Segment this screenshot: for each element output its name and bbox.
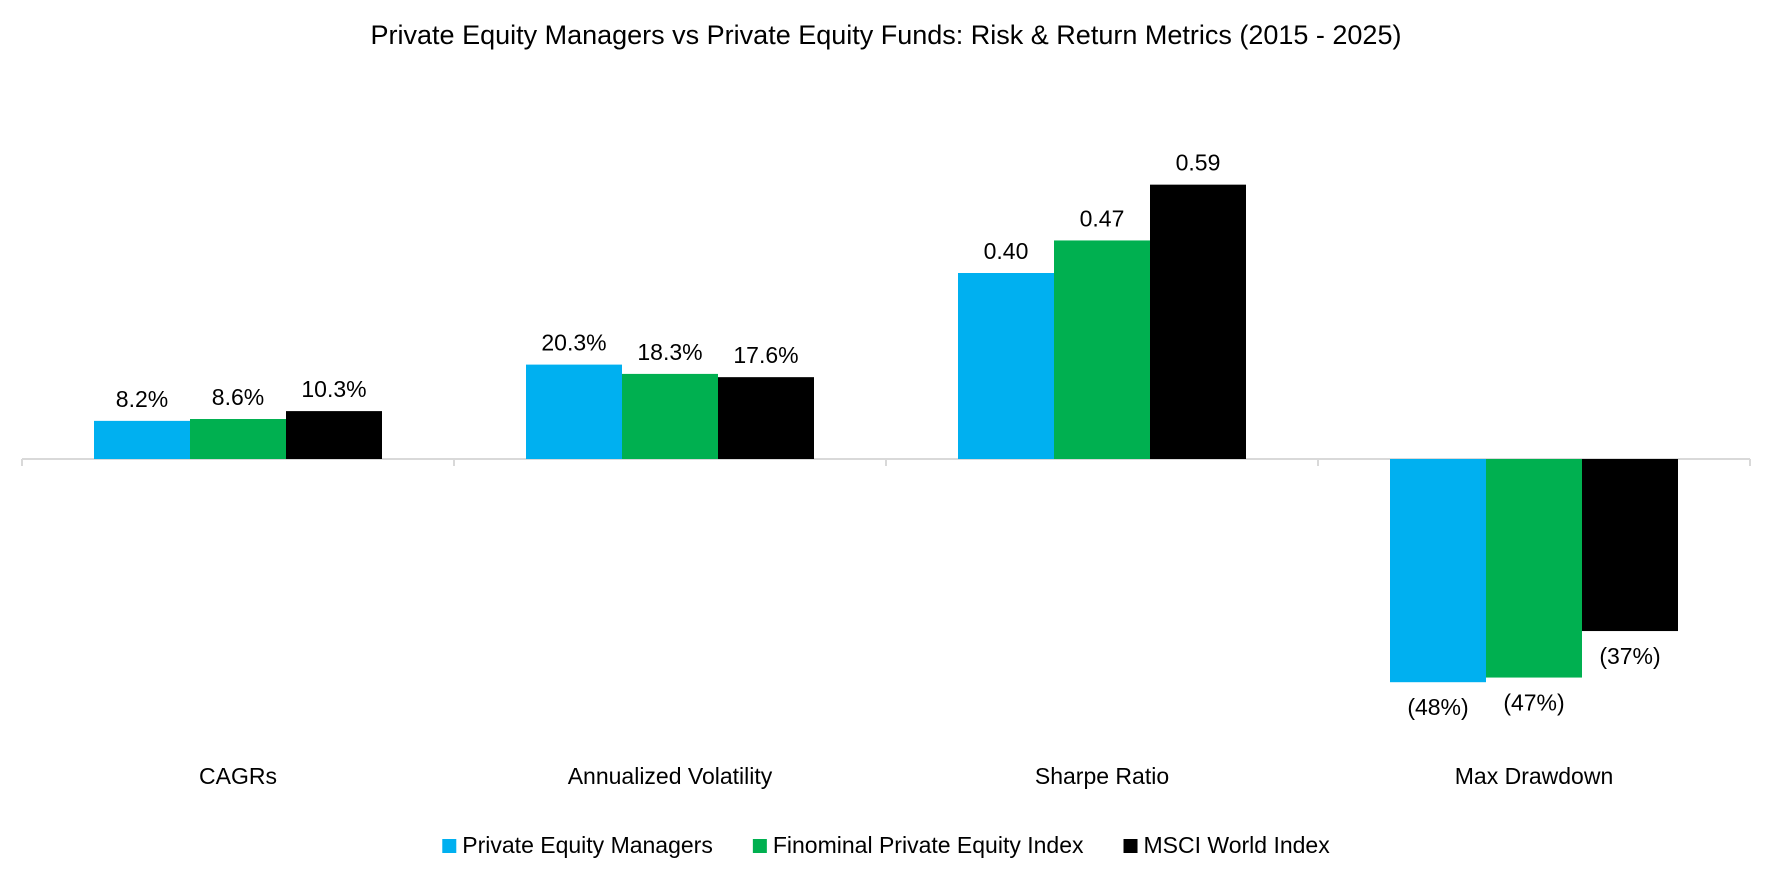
data-label: 0.40 bbox=[984, 238, 1029, 264]
data-label: 8.2% bbox=[116, 386, 168, 412]
data-label: (37%) bbox=[1599, 643, 1660, 669]
data-label: 0.59 bbox=[1176, 150, 1221, 176]
legend-swatch bbox=[752, 839, 767, 853]
bar bbox=[190, 419, 286, 459]
bar bbox=[718, 377, 814, 459]
bar bbox=[958, 273, 1054, 459]
legend-swatch bbox=[442, 839, 457, 853]
bar bbox=[526, 364, 622, 459]
legend-item: MSCI World Index bbox=[1123, 832, 1331, 858]
category-label: Sharpe Ratio bbox=[1035, 763, 1169, 789]
data-label: 18.3% bbox=[637, 339, 702, 365]
data-label: 8.6% bbox=[212, 384, 264, 410]
legend-item: Private Equity Managers bbox=[442, 832, 713, 858]
data-label: 0.47 bbox=[1080, 205, 1125, 231]
bar bbox=[94, 420, 190, 459]
bar bbox=[286, 411, 382, 459]
legend-item: Finominal Private Equity Index bbox=[752, 832, 1084, 858]
category-label: CAGRs bbox=[199, 763, 277, 789]
bar bbox=[1582, 459, 1678, 632]
data-label: (48%) bbox=[1407, 694, 1468, 720]
legend-label: MSCI World Index bbox=[1144, 832, 1331, 858]
legend-label: Private Equity Managers bbox=[462, 832, 713, 858]
data-label: (47%) bbox=[1503, 690, 1564, 716]
bar bbox=[1486, 459, 1582, 678]
chart-title: Private Equity Managers vs Private Equit… bbox=[371, 20, 1402, 50]
category-label: Annualized Volatility bbox=[568, 763, 773, 789]
bar bbox=[1390, 459, 1486, 683]
data-label: 10.3% bbox=[301, 376, 366, 402]
legend-label: Finominal Private Equity Index bbox=[773, 832, 1084, 858]
category-label: Max Drawdown bbox=[1455, 763, 1614, 789]
legend-swatch bbox=[1123, 839, 1138, 853]
data-label: 17.6% bbox=[733, 342, 798, 368]
data-label: 20.3% bbox=[541, 330, 606, 356]
bar bbox=[1054, 240, 1150, 459]
plot-area: 8.2% 8.6% 10.3% CAGRs 20.3% 18.3% 17.6% Annuali… bbox=[21, 150, 1751, 789]
bar bbox=[622, 373, 718, 459]
bar bbox=[1150, 184, 1246, 459]
legend: Private Equity Managers Finominal Private… bbox=[442, 832, 1330, 858]
